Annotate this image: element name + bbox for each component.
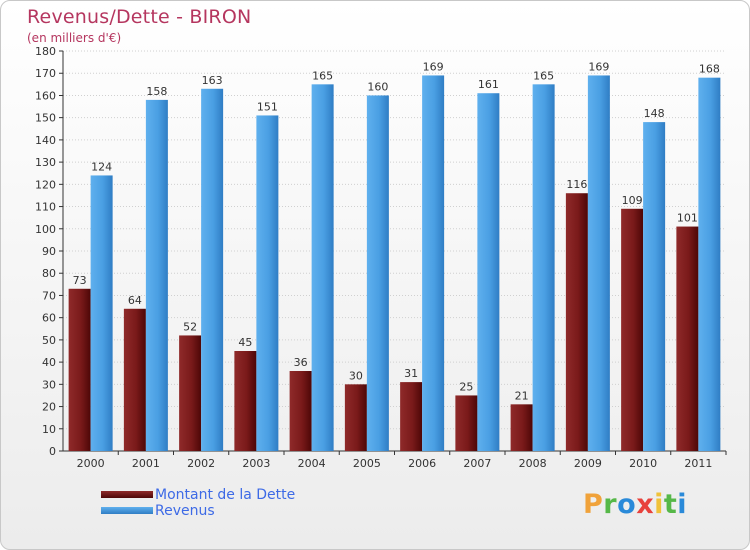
- x-tick-label: 2002: [187, 457, 215, 470]
- y-tick-label: 130: [35, 156, 56, 169]
- logo-letter: P: [583, 489, 604, 520]
- bar-revenus: [90, 175, 113, 451]
- x-tick-label: 2008: [519, 457, 547, 470]
- bar-revenus: [532, 84, 555, 451]
- data-label-revenus: 124: [91, 160, 112, 173]
- bar-revenus: [422, 75, 445, 451]
- data-label-revenus: 169: [588, 60, 609, 73]
- bar-revenus: [366, 95, 389, 451]
- bar-revenus: [643, 122, 666, 451]
- y-tick-label: 60: [42, 312, 56, 325]
- data-label-dette: 109: [622, 194, 643, 207]
- bar-dette: [676, 226, 699, 451]
- data-label-dette: 52: [183, 320, 197, 333]
- chart-subtitle: (en milliers d'€): [27, 31, 122, 45]
- data-label-revenus: 151: [257, 100, 278, 113]
- logo-letter: x: [636, 489, 655, 520]
- data-label-dette: 36: [294, 356, 308, 369]
- data-label-revenus: 168: [699, 63, 720, 76]
- y-tick-label: 70: [42, 289, 56, 302]
- y-tick-label: 90: [42, 245, 56, 258]
- x-tick-label: 2004: [298, 457, 326, 470]
- proxiti-logo: Proxiti: [583, 489, 687, 520]
- bar-dette: [123, 308, 146, 451]
- logo-letter: t: [663, 489, 678, 520]
- y-tick-label: 20: [42, 401, 56, 414]
- x-tick-label: 2000: [77, 457, 105, 470]
- x-tick-label: 2011: [684, 457, 712, 470]
- logo-letter: o: [617, 489, 637, 520]
- data-label-dette: 21: [515, 389, 529, 402]
- logo-letter: i: [654, 489, 664, 520]
- bar-dette: [179, 335, 202, 451]
- bar-revenus: [477, 93, 500, 451]
- data-label-dette: 116: [566, 178, 587, 191]
- y-tick-label: 100: [35, 223, 56, 236]
- data-label-dette: 45: [238, 336, 252, 349]
- legend-swatch-revenus: [101, 507, 153, 514]
- y-tick-label: 180: [35, 45, 56, 58]
- bar-revenus: [587, 75, 610, 451]
- y-tick-label: 110: [35, 201, 56, 214]
- data-label-dette: 25: [459, 380, 473, 393]
- x-tick-label: 2001: [132, 457, 160, 470]
- data-label-revenus: 163: [202, 74, 223, 87]
- data-label-dette: 73: [73, 274, 87, 287]
- legend-label-revenus: Revenus: [155, 503, 215, 519]
- legend-swatch-dette: [101, 491, 153, 498]
- y-tick-label: 80: [42, 267, 56, 280]
- y-tick-label: 120: [35, 178, 56, 191]
- legend-label-dette: Montant de la Dette: [155, 487, 296, 503]
- logo-letter: i: [677, 489, 688, 520]
- data-label-dette: 30: [349, 369, 363, 382]
- y-tick-label: 150: [35, 112, 56, 125]
- y-tick-label: 170: [35, 67, 56, 80]
- bar-revenus: [145, 99, 168, 451]
- bar-dette: [68, 288, 91, 451]
- x-tick-label: 2006: [408, 457, 436, 470]
- bar-dette: [510, 404, 533, 451]
- chart-title: Revenus/Dette - BIRON: [27, 6, 252, 28]
- data-label-revenus: 165: [312, 69, 333, 82]
- x-tick-label: 2010: [629, 457, 657, 470]
- bar-dette: [455, 395, 478, 451]
- bar-dette: [400, 382, 423, 451]
- bar-revenus: [698, 77, 721, 452]
- x-tick-label: 2005: [353, 457, 381, 470]
- y-tick-label: 160: [35, 89, 56, 102]
- y-tick-label: 40: [42, 356, 56, 369]
- bar-dette: [565, 193, 588, 451]
- data-label-revenus: 160: [367, 80, 388, 93]
- logo-letter: r: [603, 489, 618, 520]
- bar-dette: [289, 371, 312, 451]
- x-tick-label: 2007: [463, 457, 491, 470]
- bar-dette: [621, 208, 644, 451]
- y-tick-label: 10: [42, 423, 56, 436]
- x-tick-label: 2009: [574, 457, 602, 470]
- bar-dette: [234, 351, 257, 451]
- bar-revenus: [311, 84, 334, 451]
- bar-dette: [344, 384, 367, 451]
- y-tick-label: 50: [42, 334, 56, 347]
- data-label-dette: 64: [128, 294, 142, 307]
- y-tick-label: 140: [35, 134, 56, 147]
- data-label-revenus: 158: [146, 85, 167, 98]
- data-label-revenus: 148: [644, 107, 665, 120]
- y-tick-label: 30: [42, 378, 56, 391]
- data-label-dette: 31: [404, 367, 418, 380]
- data-label-dette: 101: [677, 212, 698, 225]
- data-label-revenus: 161: [478, 78, 499, 91]
- data-label-revenus: 169: [423, 60, 444, 73]
- bar-revenus: [256, 115, 279, 451]
- y-tick-label: 0: [49, 445, 56, 458]
- data-label-revenus: 165: [533, 69, 554, 82]
- x-tick-label: 2003: [242, 457, 270, 470]
- bar-revenus: [201, 88, 224, 452]
